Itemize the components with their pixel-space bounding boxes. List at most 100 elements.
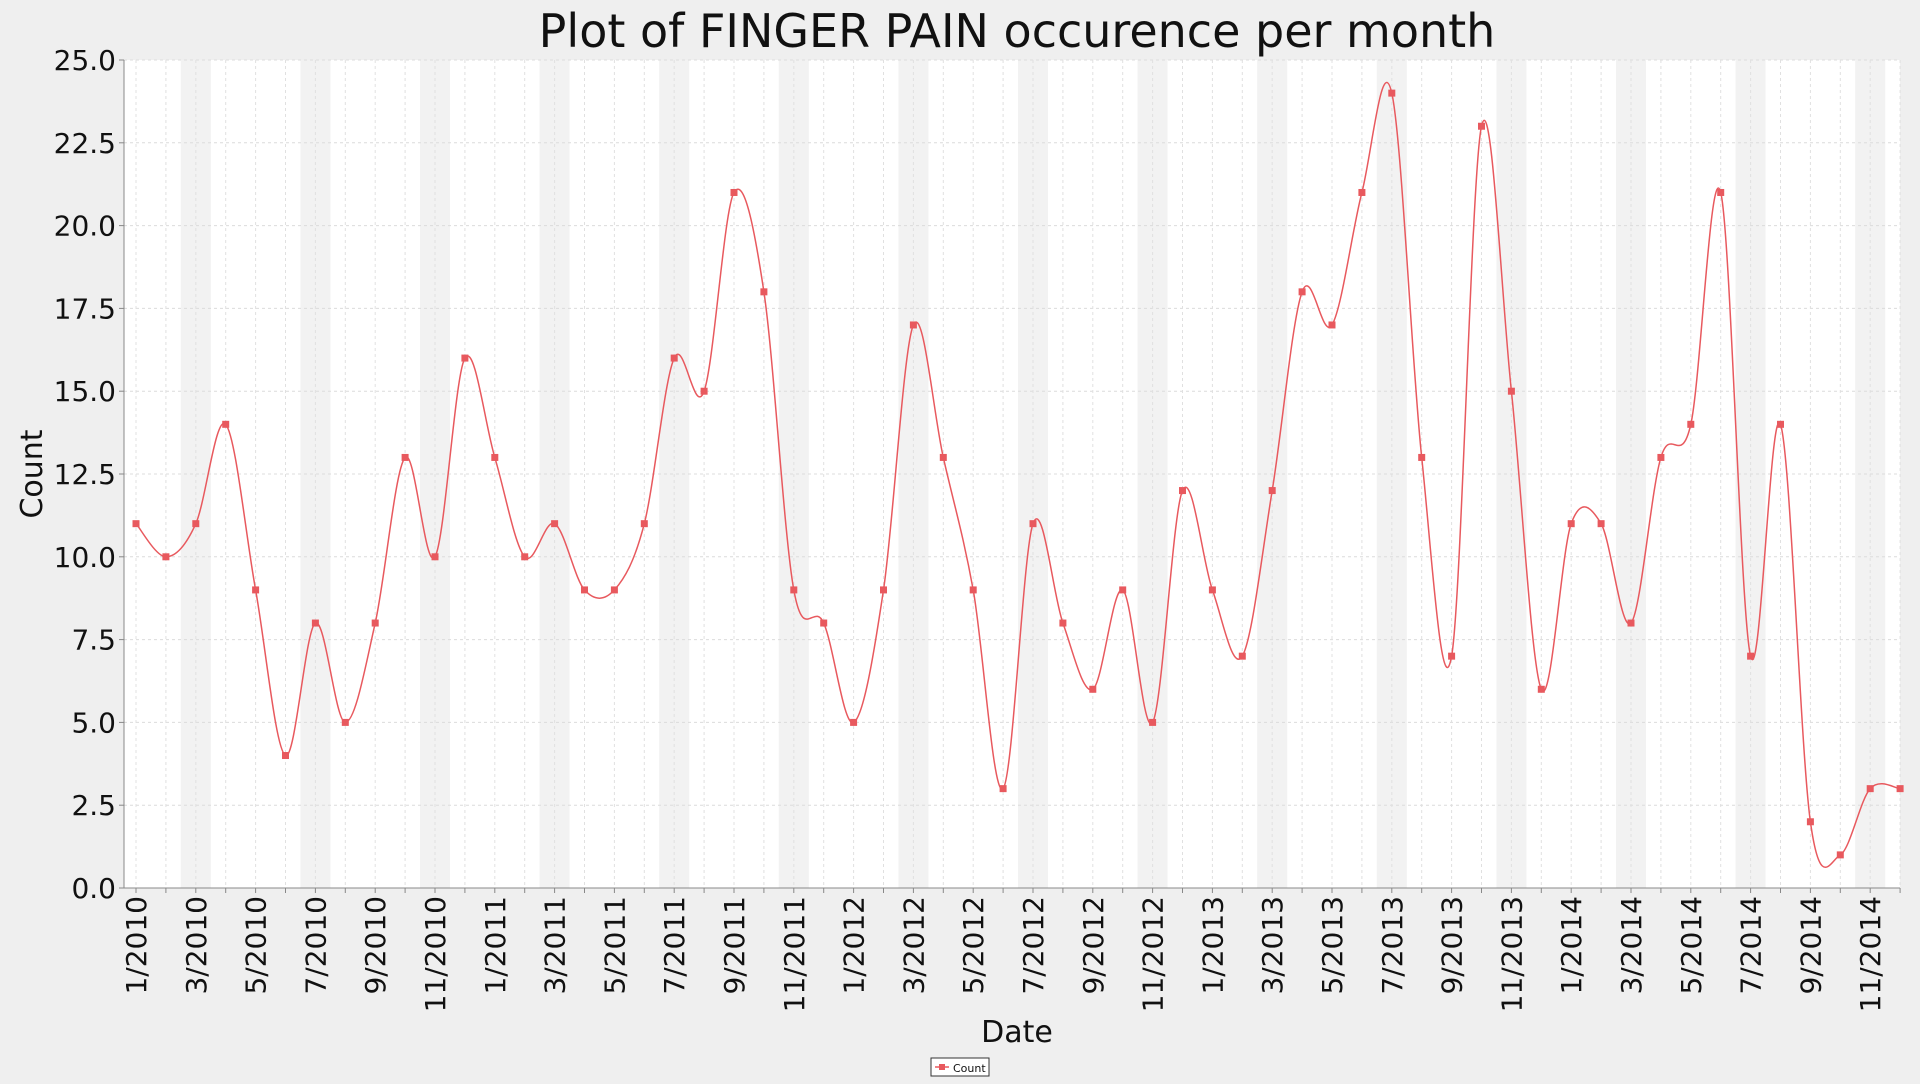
data-point (491, 453, 499, 461)
x-tick-label: 9/2012 (1077, 896, 1110, 995)
y-axis: 0.0 2.5 5.0 7.5 10.0 12.5 15.0 17.5 20.0 22.5 25.0 (54, 44, 125, 905)
data-point (1268, 487, 1276, 495)
x-tick-label: 1/2012 (838, 896, 871, 995)
data-point (969, 586, 977, 594)
data-point (1717, 188, 1725, 196)
x-tick-label: 5/2014 (1675, 896, 1708, 995)
data-point (581, 586, 588, 594)
data-point (551, 520, 559, 528)
y-tick-label: 10.0 (54, 541, 116, 574)
data-point (670, 354, 678, 362)
x-tick-label: 3/2012 (897, 896, 930, 995)
data-point (1478, 122, 1485, 130)
x-tick-label: 9/2014 (1794, 896, 1827, 995)
data-point (1238, 652, 1246, 660)
data-point (1507, 387, 1515, 395)
x-tick-label: 5/2011 (598, 896, 631, 995)
data-point (521, 553, 529, 561)
data-point (790, 586, 798, 594)
data-point (222, 420, 230, 428)
data-point (1298, 288, 1306, 296)
data-point (1328, 321, 1336, 329)
x-tick-label: 3/2014 (1615, 896, 1648, 995)
data-point (1567, 520, 1575, 528)
data-point (282, 752, 289, 760)
x-tick-label: 1/2010 (120, 896, 153, 995)
data-point (1059, 619, 1067, 627)
y-tick-label: 15.0 (54, 375, 116, 408)
data-point (1179, 487, 1186, 495)
x-tick-label: 5/2013 (1316, 896, 1349, 995)
data-point (341, 718, 349, 726)
data-point (1119, 586, 1127, 594)
data-point (1448, 652, 1456, 660)
x-tick-label: 7/2013 (1376, 896, 1409, 995)
data-point (909, 321, 917, 329)
data-point (252, 586, 260, 594)
chart-title: Plot of FINGER PAIN occurence per month (539, 4, 1496, 58)
data-point (1089, 685, 1097, 693)
legend-marker-swatch (939, 1064, 945, 1070)
x-tick-label: 1/2011 (479, 896, 512, 995)
data-point (700, 387, 708, 395)
data-point (1627, 619, 1635, 627)
x-tick-label: 7/2012 (1017, 896, 1050, 995)
x-tick-label: 11/2014 (1854, 896, 1887, 1012)
data-point (311, 619, 319, 627)
x-tick-label: 11/2010 (419, 896, 452, 1012)
data-point (1149, 718, 1157, 726)
x-tick-label: 9/2013 (1436, 896, 1469, 995)
y-tick-label: 12.5 (54, 458, 116, 491)
data-point (1866, 785, 1874, 793)
data-point (1836, 851, 1844, 859)
x-tick-label: 1/2014 (1555, 896, 1588, 995)
data-point (610, 586, 618, 594)
data-point (162, 553, 170, 561)
x-tick-label: 3/2010 (180, 896, 213, 995)
gridlines (124, 59, 1901, 889)
data-point (1029, 520, 1037, 528)
data-point (939, 453, 947, 461)
data-point (850, 718, 858, 726)
data-point (401, 453, 409, 461)
data-point (1777, 420, 1784, 428)
x-tick-label: 5/2010 (240, 896, 273, 995)
data-point (192, 520, 200, 528)
y-tick-label: 5.0 (71, 706, 116, 739)
data-point (730, 188, 738, 196)
y-axis-label: Count (15, 429, 50, 518)
y-tick-label: 25.0 (54, 44, 116, 77)
x-tick-label: 11/2011 (778, 896, 811, 1012)
legend-series-name: Count (953, 1062, 986, 1075)
x-axis: 1/2010 3/2010 5/2010 7/2010 9/2010 11/2010 1/2… (120, 887, 1901, 1012)
data-point (371, 619, 379, 627)
y-tick-label: 20.0 (54, 210, 116, 243)
data-point (1597, 520, 1605, 528)
data-point (1418, 453, 1426, 461)
data-point (461, 354, 469, 362)
x-tick-label: 3/2013 (1256, 896, 1289, 995)
x-tick-label: 11/2013 (1495, 896, 1528, 1012)
data-point (1358, 188, 1366, 196)
data-point (1687, 420, 1695, 428)
legend: Count (930, 1057, 990, 1077)
data-point (999, 785, 1007, 793)
data-point (1208, 586, 1216, 594)
x-tick-label: 3/2011 (539, 896, 572, 995)
x-axis-label: Date (981, 1015, 1053, 1050)
x-tick-label: 7/2014 (1735, 896, 1768, 995)
data-point (431, 553, 439, 561)
x-tick-label: 9/2010 (359, 896, 392, 995)
y-tick-label: 0.0 (71, 872, 116, 905)
data-point (760, 288, 768, 296)
y-tick-label: 22.5 (54, 127, 116, 160)
data-point (1806, 818, 1814, 826)
x-tick-label: 7/2010 (299, 896, 332, 995)
data-point (1657, 453, 1665, 461)
x-tick-label: 1/2013 (1196, 896, 1229, 995)
x-tick-label: 9/2011 (718, 896, 751, 995)
x-tick-label: 7/2011 (658, 896, 691, 995)
series-count (132, 81, 1904, 868)
